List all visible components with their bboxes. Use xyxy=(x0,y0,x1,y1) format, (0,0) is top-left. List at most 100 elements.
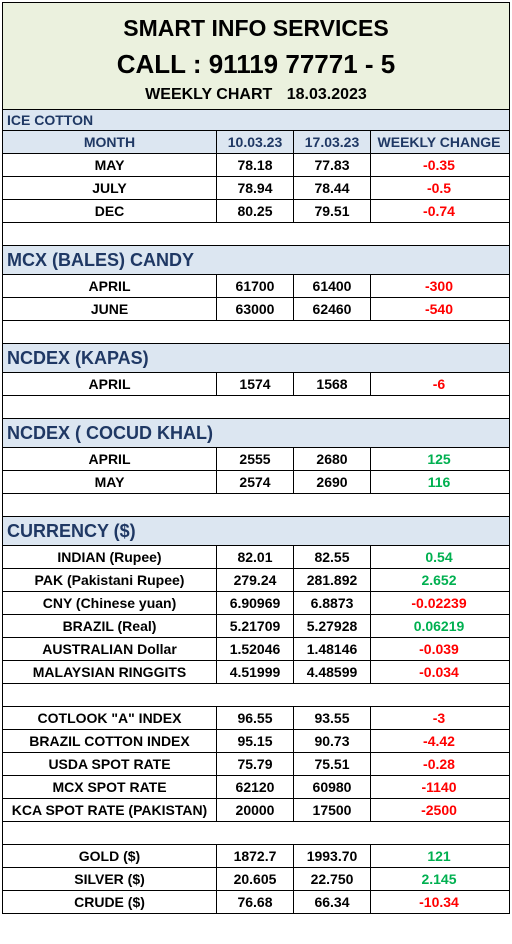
value-current: 79.51 xyxy=(294,200,371,222)
weekly-change: -4.42 xyxy=(423,733,455,749)
value-prev: 6.90969 xyxy=(217,592,294,614)
table-row: SILVER ($) 20.605 22.750 2.145 xyxy=(3,868,509,891)
row-label: APRIL xyxy=(3,275,217,297)
value-prev: 78.94 xyxy=(217,177,294,199)
table-row: MCX SPOT RATE 62120 60980 -1140 xyxy=(3,776,509,799)
table-row: JUNE 63000 62460 -540 xyxy=(3,298,509,321)
row-label: CNY (Chinese yuan) xyxy=(3,592,217,614)
table-row: AUSTRALIAN Dollar 1.52046 1.48146 -0.039 xyxy=(3,638,509,661)
weekly-change: -0.74 xyxy=(423,203,455,219)
table-row: DEC 80.25 79.51 -0.74 xyxy=(3,200,509,223)
value-prev: 82.01 xyxy=(217,546,294,568)
value-current: 93.55 xyxy=(294,707,371,729)
value-current: 281.892 xyxy=(294,569,371,591)
row-label: BRAZIL (Real) xyxy=(3,615,217,637)
row-label: CRUDE ($) xyxy=(3,891,217,913)
weekly-change: -300 xyxy=(424,278,454,294)
currency-rows: INDIAN (Rupee) 82.01 82.55 0.54 PAK (Pakista… xyxy=(3,546,509,684)
table-row: COTLOOK "A" INDEX 96.55 93.55 -3 xyxy=(3,707,509,730)
chart-label: WEEKLY CHART xyxy=(145,86,273,103)
weekly-change: -3 xyxy=(432,710,446,726)
value-prev: 2555 xyxy=(217,448,294,470)
weekly-change: 116 xyxy=(427,474,451,490)
value-prev: 1872.7 xyxy=(217,845,294,867)
company-title: SMART INFO SERVICES xyxy=(123,15,389,41)
row-label: JULY xyxy=(3,177,217,199)
chart-date: 18.03.2023 xyxy=(286,86,367,103)
row-label: COTLOOK "A" INDEX xyxy=(3,707,217,729)
row-label: JUNE xyxy=(3,298,217,320)
table-row: APRIL 2555 2680 125 xyxy=(3,448,509,471)
weekly-change: 121 xyxy=(427,848,451,864)
section-currency: CURRENCY ($) xyxy=(3,517,509,546)
sheet-header: SMART INFO SERVICES CALL : 91119 77771 -… xyxy=(3,3,509,110)
row-label: USDA SPOT RATE xyxy=(3,753,217,775)
spacer-row xyxy=(3,223,509,246)
table-row: GOLD ($) 1872.7 1993.70 121 xyxy=(3,845,509,868)
value-prev: 78.18 xyxy=(217,154,294,176)
row-label: INDIAN (Rupee) xyxy=(3,546,217,568)
value-current: 62460 xyxy=(294,298,371,320)
table-row: PAK (Pakistani Rupee) 279.24 281.892 2.652 xyxy=(3,569,509,592)
table-row: INDIAN (Rupee) 82.01 82.55 0.54 xyxy=(3,546,509,569)
weekly-change: -0.28 xyxy=(423,756,455,772)
section-ncdex-cocud: NCDEX ( COCUD KHAL) xyxy=(3,419,509,448)
value-prev: 4.51999 xyxy=(217,661,294,683)
value-current: 77.83 xyxy=(294,154,371,176)
table-row: CRUDE ($) 76.68 66.34 -10.34 xyxy=(3,891,509,914)
mcx-candy-rows: APRIL 61700 61400 -300 JUNE 63000 62460 -540 xyxy=(3,275,509,321)
table-row: USDA SPOT RATE 75.79 75.51 -0.28 xyxy=(3,753,509,776)
column-header-month: MONTH xyxy=(3,131,217,153)
spacer-row xyxy=(3,822,509,845)
value-current: 17500 xyxy=(294,799,371,821)
value-current: 66.34 xyxy=(294,891,371,913)
table-row: MALAYSIAN RINGGITS 4.51999 4.48599 -0.034 xyxy=(3,661,509,684)
table-row: JULY 78.94 78.44 -0.5 xyxy=(3,177,509,200)
weekly-change: -6 xyxy=(432,376,446,392)
value-prev: 76.68 xyxy=(217,891,294,913)
value-prev: 20.605 xyxy=(217,868,294,890)
ncdex-kapas-rows: APRIL 1574 1568 -6 xyxy=(3,373,509,396)
value-current: 1993.70 xyxy=(294,845,371,867)
row-label: MCX SPOT RATE xyxy=(3,776,217,798)
row-label: AUSTRALIAN Dollar xyxy=(3,638,217,660)
call-number: CALL : 91119 77771 - 5 xyxy=(116,49,396,79)
weekly-change: -0.35 xyxy=(423,157,455,173)
weekly-change: -2500 xyxy=(421,802,457,818)
value-current: 5.27928 xyxy=(294,615,371,637)
value-current: 75.51 xyxy=(294,753,371,775)
value-prev: 75.79 xyxy=(217,753,294,775)
row-label: DEC xyxy=(3,200,217,222)
weekly-change: -0.039 xyxy=(419,641,459,657)
value-current: 6.8873 xyxy=(294,592,371,614)
table-row: APRIL 61700 61400 -300 xyxy=(3,275,509,298)
value-prev: 20000 xyxy=(217,799,294,821)
value-prev: 61700 xyxy=(217,275,294,297)
value-current: 60980 xyxy=(294,776,371,798)
column-header-row: MONTH 10.03.23 17.03.23 WEEKLY CHANGE xyxy=(3,131,509,154)
table-row: KCA SPOT RATE (PAKISTAN) 20000 17500 -2500 xyxy=(3,799,509,822)
value-current: 2690 xyxy=(294,471,371,493)
value-prev: 96.55 xyxy=(217,707,294,729)
table-row: CNY (Chinese yuan) 6.90969 6.8873 -0.02239 xyxy=(3,592,509,615)
spacer-row xyxy=(3,684,509,707)
value-prev: 5.21709 xyxy=(217,615,294,637)
value-prev: 279.24 xyxy=(217,569,294,591)
value-prev: 1.52046 xyxy=(217,638,294,660)
table-row: BRAZIL COTTON INDEX 95.15 90.73 -4.42 xyxy=(3,730,509,753)
column-header-date2: 17.03.23 xyxy=(294,131,371,153)
weekly-change: -0.02239 xyxy=(411,595,467,611)
weekly-change: -10.34 xyxy=(419,894,459,910)
commodity-rows: GOLD ($) 1872.7 1993.70 121 SILVER ($) 20.605… xyxy=(3,845,509,914)
value-prev: 1574 xyxy=(217,373,294,395)
weekly-chart-sheet: SMART INFO SERVICES CALL : 91119 77771 -… xyxy=(2,2,510,914)
section-ncdex-kapas: NCDEX (KAPAS) xyxy=(3,344,509,373)
weekly-change: -0.5 xyxy=(426,180,452,196)
table-row: MAY 2574 2690 116 xyxy=(3,471,509,494)
weekly-change: -540 xyxy=(424,301,454,317)
value-current: 22.750 xyxy=(294,868,371,890)
weekly-change: 2.145 xyxy=(421,871,457,887)
row-label: MALAYSIAN RINGGITS xyxy=(3,661,217,683)
row-label: APRIL xyxy=(3,448,217,470)
value-current: 90.73 xyxy=(294,730,371,752)
